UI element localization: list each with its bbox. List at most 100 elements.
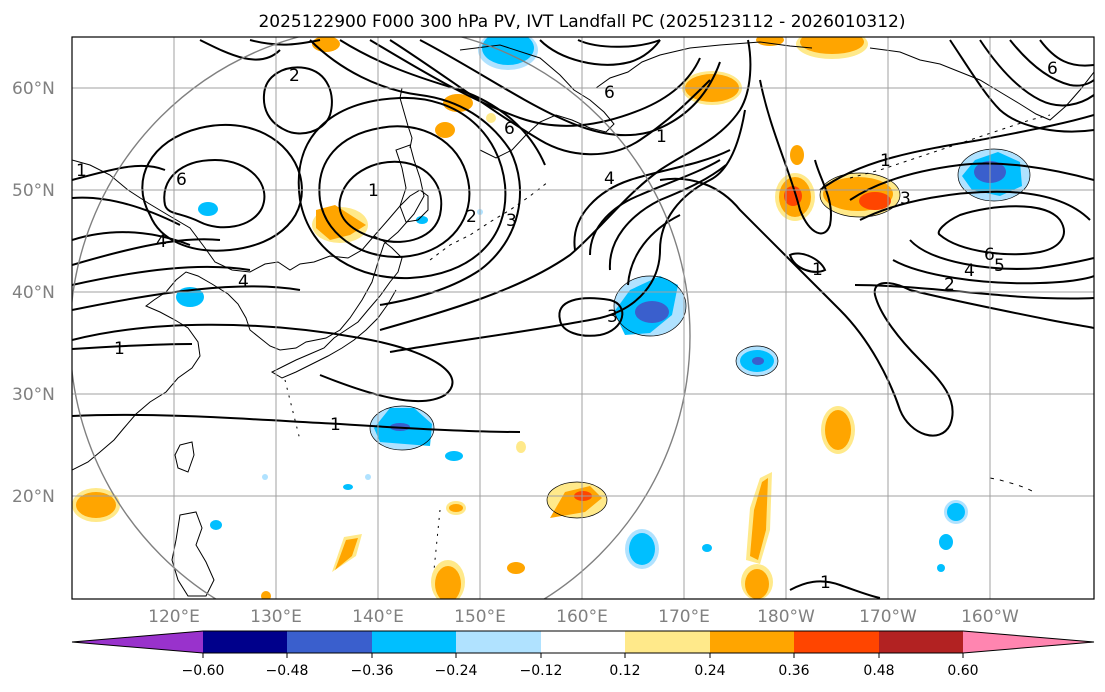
contour-line	[72, 323, 454, 403]
shade-patch	[435, 122, 455, 138]
contour-label: 4	[238, 272, 249, 292]
lon-label: 170°W	[859, 607, 917, 627]
shade-outline	[819, 172, 901, 218]
lon-label: 170°E	[658, 607, 710, 627]
shade-patch	[790, 145, 804, 165]
contour-label: 1	[880, 151, 891, 171]
contour-line	[389, 109, 746, 353]
contour-line	[788, 252, 827, 273]
radius-circle	[72, 37, 691, 599]
contour-line	[1009, 39, 1094, 87]
lon-label: 140°E	[352, 607, 404, 627]
contour-line	[909, 239, 1094, 270]
colorbar-extend-low	[72, 631, 203, 653]
contour-label: 3	[506, 211, 517, 231]
contour-line	[558, 297, 624, 337]
contour-line	[789, 580, 881, 599]
contour-line	[419, 39, 721, 137]
contour-line	[854, 284, 1094, 300]
contour-line	[72, 238, 221, 266]
contour-line	[72, 196, 181, 226]
taiwan-coast	[174, 441, 195, 473]
contour-line	[892, 259, 1094, 285]
shade-patch	[756, 37, 784, 46]
shade-outline	[369, 405, 435, 451]
colorbar-tick: 0.60	[947, 663, 978, 679]
contour-line	[539, 39, 661, 66]
colorbar-tick: −0.12	[520, 663, 563, 679]
japan-coast	[270, 235, 403, 379]
colorbar-tick: 0.36	[778, 663, 809, 679]
shade-patch	[629, 533, 655, 565]
hawaii-coast	[989, 477, 1035, 493]
contour-line	[72, 413, 521, 433]
lon-label: 150°E	[454, 607, 506, 627]
contour-line	[369, 39, 701, 127]
coastlines	[72, 41, 1094, 597]
contour-line	[379, 39, 752, 331]
contour-label: 2	[466, 207, 477, 227]
colorbar-bin	[456, 631, 541, 653]
shade-outlines	[369, 148, 1031, 519]
lat-label: 40°N	[12, 283, 55, 303]
shade-patch	[482, 37, 534, 65]
contour-labels: 1 2 6 4 1 6 1 4 3 2 1 3 6 4 1 3 6 5 4 2 …	[76, 59, 1058, 593]
shade-patch	[261, 591, 271, 599]
colorbar-bin	[710, 631, 794, 653]
shade-patch	[343, 484, 353, 490]
shade-patch	[312, 37, 340, 52]
shade-patch	[316, 205, 366, 240]
contour-label: 1	[330, 415, 341, 435]
grid-lines	[72, 37, 1094, 599]
contour-label: 4	[964, 261, 975, 281]
colorbar-bin	[879, 631, 963, 653]
shade-outline	[957, 148, 1031, 202]
shade-patch	[76, 492, 116, 518]
map-panel: 1 2 6 4 1 6 1 4 3 2 1 3 6 4 1 3 6 5 4 2 …	[72, 37, 1094, 599]
shade-patch	[445, 451, 463, 461]
lon-labels: 120°E 130°E 140°E 150°E 160°E 170°E 180°…	[148, 607, 1019, 627]
shade-patch	[507, 562, 525, 574]
contour-line	[338, 160, 443, 243]
lat-label: 60°N	[12, 79, 55, 99]
kuril-coast	[429, 181, 549, 261]
contour-line	[859, 190, 1091, 221]
contour-line	[309, 39, 521, 306]
shade-outline	[613, 275, 687, 337]
contour-line	[262, 66, 333, 135]
contour-label: 1	[820, 573, 831, 593]
shade-patch	[859, 192, 891, 210]
contour-line	[659, 177, 1094, 437]
lat-label: 50°N	[12, 181, 55, 201]
contour-line	[979, 39, 1094, 107]
contour-line	[608, 164, 727, 271]
colorbar-tick: −0.60	[182, 663, 225, 679]
contour-line	[72, 265, 251, 286]
contour-line	[759, 79, 832, 235]
contour-line	[819, 114, 1094, 191]
contour-label: 1	[812, 260, 823, 280]
contour-label: 6	[984, 245, 995, 265]
shade-patch	[335, 538, 358, 570]
chukotka-coast	[595, 41, 813, 89]
lon-label: 120°E	[148, 607, 200, 627]
contour-line	[589, 159, 721, 256]
colorbar-tick: −0.36	[351, 663, 394, 679]
contour-label: 3	[607, 307, 618, 327]
colorbar-tick: −0.24	[435, 663, 478, 679]
contour-label: 6	[176, 170, 187, 190]
kamchatka-coast	[459, 44, 615, 159]
colorbar: −0.60 −0.48 −0.36 −0.24 −0.12 0.12 0.24 …	[71, 630, 1095, 679]
contour-line	[72, 343, 193, 350]
contour-label: 6	[1047, 59, 1058, 79]
shade-patch	[210, 520, 222, 530]
contour-lines	[72, 39, 1094, 599]
shade-patch	[750, 478, 768, 560]
shade-patch	[486, 113, 496, 123]
shade-patch	[702, 544, 712, 552]
contour-line	[577, 39, 661, 48]
colorbar-bin	[541, 631, 625, 653]
contour-line	[1039, 39, 1094, 67]
contour-label: 1	[656, 127, 667, 147]
colorbar-bin	[794, 631, 879, 653]
